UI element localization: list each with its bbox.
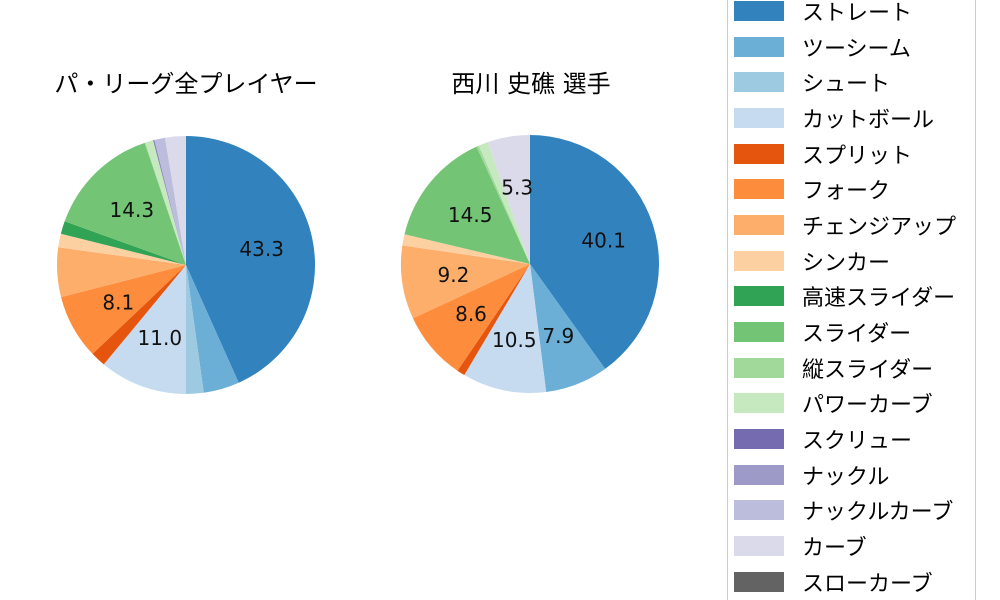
pie-slice bbox=[186, 265, 239, 393]
legend-item: スクリュー bbox=[734, 421, 975, 457]
legend-item-label: ナックルカーブ bbox=[802, 500, 954, 526]
legend-item: チェンジアップ bbox=[734, 207, 975, 243]
legend-item-label: スクリュー bbox=[802, 429, 913, 455]
pie-slice-label: 40.1 bbox=[581, 228, 626, 252]
legend-color-swatch bbox=[734, 214, 784, 235]
legend-item: カットボール bbox=[734, 100, 975, 136]
legend-color-swatch bbox=[734, 322, 784, 343]
legend-item-label: スプリット bbox=[802, 143, 913, 169]
pie-slice bbox=[464, 264, 547, 393]
legend-item-label: シュート bbox=[802, 72, 891, 98]
legend-item-label: ストレート bbox=[802, 0, 913, 26]
pie-slice-label: 14.5 bbox=[448, 203, 493, 227]
legend-item-label: 縦スライダー bbox=[802, 357, 934, 383]
pie-slice bbox=[58, 233, 187, 265]
pie-slice bbox=[64, 142, 186, 265]
pie-slice-label: 5.3 bbox=[501, 176, 533, 200]
legend-item-label: ツーシーム bbox=[802, 36, 911, 62]
pie-slice bbox=[103, 265, 186, 395]
pie-slice-label: 7.9 bbox=[542, 324, 574, 348]
pie-slice bbox=[400, 245, 530, 319]
pie-slice bbox=[412, 264, 530, 371]
pie-slice bbox=[186, 136, 316, 383]
legend-color-swatch bbox=[734, 571, 784, 592]
legend-color-swatch bbox=[734, 36, 784, 57]
pie-title-right: 西川 史礁 選手 bbox=[451, 70, 611, 98]
legend-item-label: チェンジアップ bbox=[802, 214, 957, 240]
pie-slice-label: 8.1 bbox=[102, 291, 134, 315]
legend-color-swatch bbox=[734, 107, 784, 128]
legend-item: フォーク bbox=[734, 171, 975, 207]
pie-slice bbox=[457, 264, 530, 376]
pie-slice bbox=[145, 140, 186, 265]
pie-slice-label: 43.3 bbox=[239, 237, 284, 261]
pie-slice bbox=[60, 221, 186, 265]
legend-color-swatch bbox=[734, 179, 784, 200]
pie-slice bbox=[402, 234, 530, 264]
pie-slice bbox=[165, 136, 186, 265]
pie-slice-label: 10.5 bbox=[492, 328, 537, 352]
legend-color-swatch bbox=[734, 250, 784, 271]
pie-slice bbox=[186, 265, 204, 394]
pie-slice bbox=[154, 137, 186, 265]
legend-color-swatch bbox=[734, 536, 784, 557]
legend-item-label: シンカー bbox=[802, 250, 891, 276]
pie-slice bbox=[56, 247, 187, 298]
legend-color-swatch bbox=[734, 72, 784, 93]
pie-slice bbox=[478, 142, 530, 264]
pie-slice-label: 14.3 bbox=[110, 198, 155, 222]
pie-slice bbox=[153, 140, 186, 265]
legend-item: シュート bbox=[734, 64, 975, 100]
legend-item: ナックル bbox=[734, 457, 975, 493]
legend-item-label: スローカーブ bbox=[802, 571, 933, 597]
legend-item: パワーカーブ bbox=[734, 386, 975, 422]
legend-item-label: カーブ bbox=[802, 536, 867, 562]
legend-item: スローカーブ bbox=[734, 564, 975, 600]
legend: ストレートツーシームシュートカットボール スプリットフォークチェンジアップ シンカー… bbox=[727, 0, 976, 600]
legend-item-label: ナックル bbox=[802, 464, 890, 490]
legend-item-label: 高速スライダー bbox=[802, 286, 956, 312]
legend-color-swatch bbox=[734, 393, 784, 414]
pie-slice bbox=[404, 146, 530, 264]
pie-title-left: パ・リーグ全プレイヤー bbox=[54, 70, 318, 98]
legend-item-label: スライダー bbox=[802, 322, 912, 348]
pie-slice bbox=[61, 265, 186, 354]
legend-item-label: カットボール bbox=[802, 107, 935, 133]
legend-color-swatch bbox=[734, 0, 784, 21]
legend-item: ツーシーム bbox=[734, 29, 975, 65]
pie-slice bbox=[144, 142, 186, 265]
legend-color-swatch bbox=[734, 429, 784, 450]
legend-color-swatch bbox=[734, 143, 784, 164]
pie-slice-label: 8.6 bbox=[455, 302, 487, 326]
legend-color-swatch bbox=[734, 464, 784, 485]
pie-slice-label: 9.2 bbox=[437, 263, 469, 287]
legend-color-swatch bbox=[734, 357, 784, 378]
legend-item: ストレート bbox=[734, 0, 975, 29]
pie-slice bbox=[476, 145, 530, 264]
pie-slice-label: 11.0 bbox=[138, 326, 183, 350]
pie-slice bbox=[530, 264, 606, 392]
legend-item: シンカー bbox=[734, 243, 975, 279]
legend-item: スプリット bbox=[734, 136, 975, 172]
legend-item: 縦スライダー bbox=[734, 350, 975, 386]
pie-slice bbox=[92, 265, 186, 365]
pie-slice bbox=[530, 135, 660, 369]
legend-item-label: フォーク bbox=[802, 179, 891, 205]
pie-slice bbox=[487, 135, 530, 264]
legend-item: 高速スライダー bbox=[734, 279, 975, 315]
legend-item: カーブ bbox=[734, 528, 975, 564]
legend-item-label: パワーカーブ bbox=[802, 393, 933, 419]
pie-slice bbox=[153, 139, 186, 265]
legend-item: ナックルカーブ bbox=[734, 493, 975, 529]
legend-item: スライダー bbox=[734, 314, 975, 350]
legend-color-swatch bbox=[734, 500, 784, 521]
legend-color-swatch bbox=[734, 286, 784, 307]
